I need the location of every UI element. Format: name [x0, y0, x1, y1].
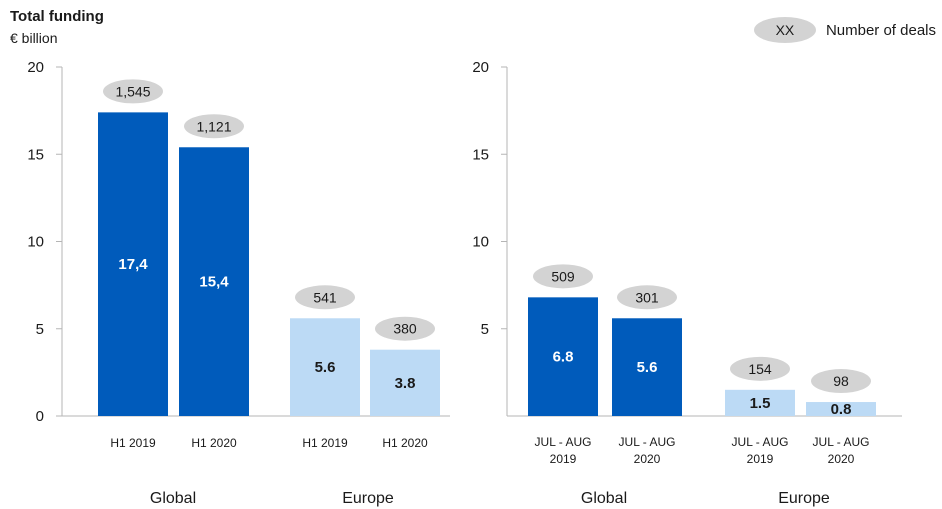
bar-value-label: 1.5 [750, 395, 771, 412]
legend-label: Number of deals [825, 21, 936, 39]
y-tick-label: 10 [27, 234, 44, 251]
bar-value-label: 15,4 [199, 274, 229, 291]
deals-count-label: 301 [635, 289, 659, 305]
bar-value-label: 17,4 [118, 256, 148, 273]
y-tick-label: 15 [472, 146, 489, 163]
deals-oval [730, 356, 790, 381]
deals-count-label: 98 [833, 373, 849, 389]
category-label: JUL - AUG [732, 435, 789, 449]
bar [179, 147, 249, 416]
category-label: JUL - AUG [619, 435, 676, 449]
deals-count-label: 541 [313, 289, 337, 305]
deals-oval [184, 114, 244, 139]
bar-value-label: 3.8 [395, 375, 416, 392]
deals-count-label: 154 [748, 361, 772, 377]
y-tick-label: 20 [27, 59, 44, 76]
bar-value-label: 6.8 [553, 349, 574, 366]
legend-oval-symbol: XX [753, 17, 816, 43]
deals-count-label: 509 [551, 268, 575, 284]
bar [806, 402, 876, 416]
bar [528, 297, 598, 416]
group-label: Europe [342, 490, 394, 507]
category-label: H1 2020 [382, 436, 428, 450]
legend: XX Number of deals [753, 16, 936, 44]
deals-oval [375, 316, 435, 341]
category-label: 2019 [550, 452, 577, 466]
category-label: H1 2019 [302, 436, 348, 450]
deals-oval [103, 79, 163, 104]
y-tick-label: 15 [27, 146, 44, 163]
category-label: 2020 [634, 452, 661, 466]
category-label: JUL - AUG [813, 435, 870, 449]
y-tick-label: 5 [36, 321, 44, 338]
y-tick-label: 5 [481, 321, 489, 338]
deals-oval [617, 285, 677, 310]
category-label: 2020 [828, 452, 855, 466]
group-label: Europe [778, 490, 830, 507]
y-tick-label: 10 [472, 234, 489, 251]
bar [725, 389, 795, 416]
bar-value-label: 0.8 [831, 401, 852, 418]
deals-oval [533, 264, 593, 289]
group-label: Global [581, 490, 627, 507]
bar-value-label: 5.6 [637, 359, 658, 376]
group-label: Global [150, 490, 196, 507]
deals-count-label: 1,121 [196, 118, 231, 134]
category-label: H1 2020 [191, 436, 237, 450]
category-label: H1 2019 [110, 436, 156, 450]
y-tick-label: 0 [36, 408, 44, 425]
deals-oval [295, 285, 355, 310]
deals-oval [811, 369, 871, 394]
bar [290, 318, 360, 416]
deals-count-label: 380 [393, 321, 417, 337]
category-label: 2019 [747, 452, 774, 466]
bar [98, 112, 168, 417]
chart-title: Total funding [10, 8, 104, 25]
unit-label: € billion [10, 30, 58, 46]
bar [370, 349, 440, 416]
bar [612, 318, 682, 416]
bar-value-label: 5.6 [315, 359, 336, 376]
deals-count-label: 1,545 [115, 83, 150, 99]
category-label: JUL - AUG [535, 435, 592, 449]
y-tick-label: 20 [472, 59, 489, 76]
